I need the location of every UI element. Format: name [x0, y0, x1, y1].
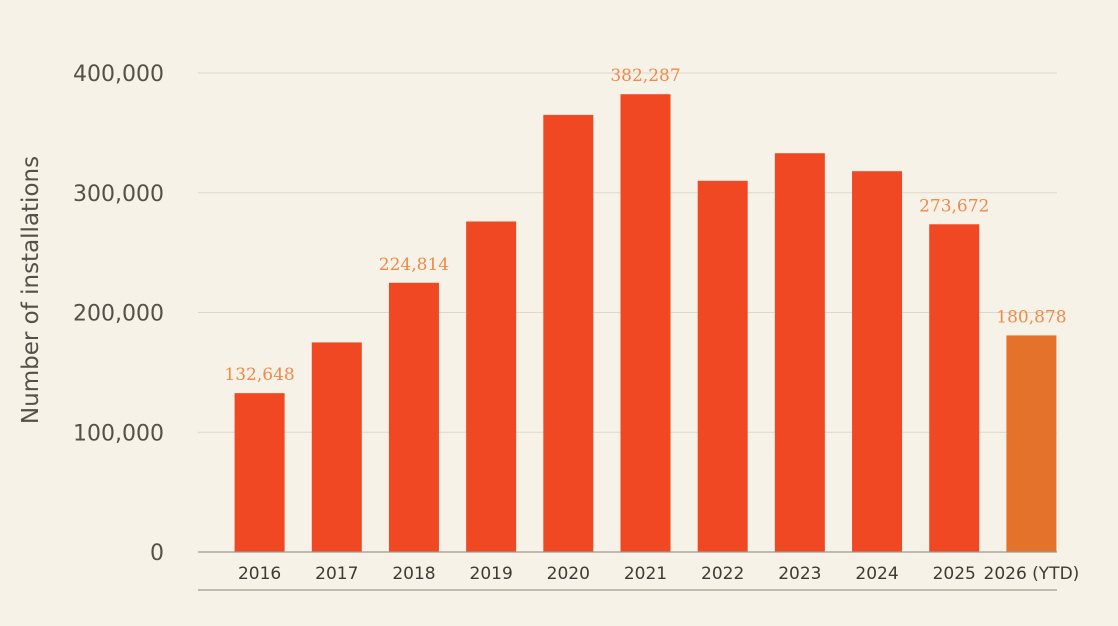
data-label: 273,672	[919, 196, 989, 216]
data-label: 180,878	[996, 307, 1066, 327]
x-tick-label: 2026 (YTD)	[984, 564, 1080, 584]
x-tick-label: 2022	[701, 564, 744, 584]
bar-2018	[388, 282, 439, 552]
bar-2022	[697, 180, 748, 552]
bar-2025	[929, 224, 980, 553]
data-label: 382,287	[610, 66, 680, 86]
y-tick-label: 100,000	[73, 421, 164, 446]
y-axis-title: Number of installations	[18, 156, 44, 424]
bar-2023	[774, 153, 825, 553]
bar-2017	[311, 342, 362, 552]
data-label: 132,648	[224, 365, 294, 385]
bars	[234, 94, 1057, 553]
y-axis-ticks: 0 100,000 200,000 300,000 400,000	[73, 62, 164, 566]
x-tick-label: 2019	[470, 564, 513, 584]
y-tick-label: 200,000	[73, 302, 164, 327]
bar-2026-ytd-	[1006, 335, 1057, 552]
y-tick-label: 0	[150, 541, 164, 566]
x-tick-label: 2024	[855, 564, 898, 584]
bar-2016	[234, 393, 285, 552]
x-tick-label: 2017	[315, 564, 358, 584]
x-tick-label: 2023	[778, 564, 821, 584]
data-labels: 132,648 224,814 382,287 273,672 180,878	[224, 66, 1066, 385]
data-label: 224,814	[379, 255, 449, 275]
x-axis-ticks: 2016 2017 2018 2019 2020 2021 2022 2023 2024 2025…	[238, 564, 1079, 584]
bar-2021	[620, 94, 671, 553]
bar-2020	[543, 114, 594, 552]
y-tick-label: 300,000	[73, 182, 164, 207]
x-tick-label: 2021	[624, 564, 667, 584]
x-tick-label: 2016	[238, 564, 281, 584]
x-tick-label: 2025	[933, 564, 976, 584]
y-tick-label: 400,000	[73, 62, 164, 87]
bar-2019	[466, 221, 517, 553]
x-tick-label: 2020	[547, 564, 590, 584]
bar-2024	[852, 171, 903, 552]
x-tick-label: 2018	[392, 564, 435, 584]
